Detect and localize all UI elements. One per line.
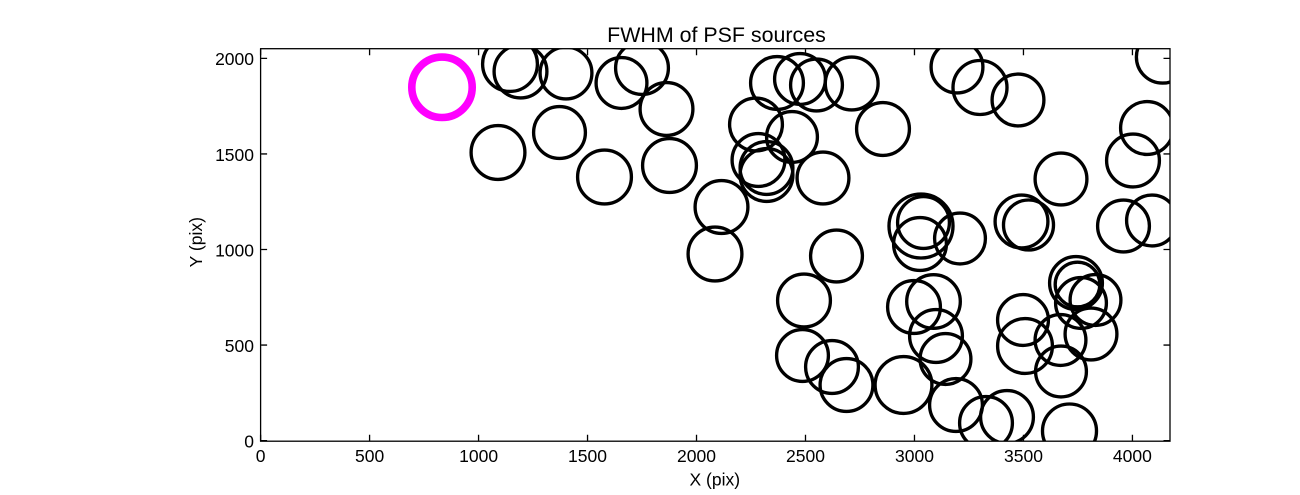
svg-text:FWHM of PSF sources: FWHM of PSF sources	[607, 23, 826, 47]
svg-text:3500: 3500	[1004, 446, 1043, 466]
svg-text:500: 500	[225, 336, 254, 356]
svg-text:1500: 1500	[215, 145, 254, 165]
svg-text:1000: 1000	[215, 240, 254, 260]
svg-text:X (pix): X (pix)	[690, 469, 741, 489]
svg-text:3000: 3000	[895, 446, 934, 466]
svg-text:0: 0	[256, 446, 266, 466]
svg-text:2000: 2000	[215, 49, 254, 69]
svg-text:1000: 1000	[459, 446, 498, 466]
svg-text:4000: 4000	[1113, 446, 1152, 466]
svg-text:Y (pix): Y (pix)	[186, 217, 206, 267]
svg-text:0: 0	[244, 431, 254, 451]
svg-text:2000: 2000	[677, 446, 716, 466]
svg-text:500: 500	[355, 446, 384, 466]
svg-text:1500: 1500	[568, 446, 607, 466]
svg-text:2500: 2500	[786, 446, 825, 466]
